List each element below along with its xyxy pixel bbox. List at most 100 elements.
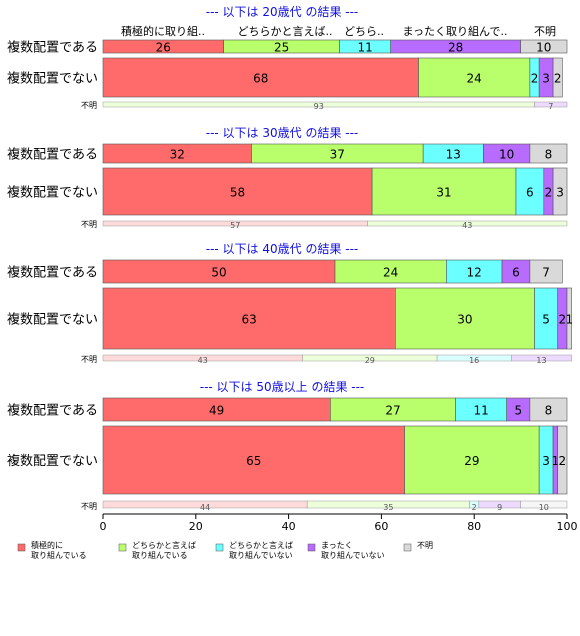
legend-label: 取り組んでいる: [31, 550, 87, 560]
data-label: 11: [358, 41, 373, 55]
data-label: 1: [565, 313, 573, 327]
data-label: 5: [542, 313, 550, 327]
row-label: 複数配置でない: [7, 312, 98, 328]
row-label: 複数配置でない: [7, 453, 98, 469]
data-label: 10: [499, 148, 514, 162]
header-label-1: どちらかと言えば..: [238, 25, 333, 38]
data-label: 25: [274, 41, 289, 55]
data-label: 13: [446, 148, 461, 162]
data-label: 8: [545, 404, 553, 418]
data-label: 11: [474, 404, 489, 418]
x-tick-label: 60: [374, 520, 388, 533]
data-label: 3: [542, 72, 550, 86]
bar-segment: [566, 287, 572, 350]
data-label: 5: [514, 404, 522, 418]
mini-row-label: 不明: [81, 220, 97, 229]
data-label: 7: [542, 266, 550, 280]
mini-data-label: 16: [469, 356, 479, 365]
x-tick-label: 20: [189, 520, 203, 533]
data-label: 2: [559, 313, 567, 327]
bar-segment: [529, 259, 563, 284]
bar-segment: [102, 167, 373, 216]
data-label: 3: [542, 454, 550, 468]
header-label-2: どちら..: [344, 25, 384, 38]
data-label: 28: [448, 41, 463, 55]
legend-label: 積極的に: [31, 540, 63, 550]
row-label: 複数配置でない: [7, 71, 98, 87]
bar-segment: [102, 287, 396, 350]
legend-label: 取り組んでいない: [229, 550, 293, 560]
bar-segment: [552, 167, 568, 216]
row-label: 複数配置である: [7, 147, 98, 163]
data-label: 65: [246, 454, 261, 468]
legend-swatch: [403, 543, 412, 552]
panel-title: --- 以下は 40歳代 の結果 ---: [206, 242, 359, 256]
mini-data-label: 29: [365, 356, 375, 365]
legend-swatch: [17, 543, 26, 552]
legend-label: どちらかと言えば: [132, 540, 196, 550]
data-label: 30: [457, 313, 472, 327]
x-tick-label: 40: [282, 520, 296, 533]
data-label: 31: [436, 186, 451, 200]
header-label-3: まったく取り組んで..: [402, 25, 507, 38]
data-label: 68: [253, 72, 268, 86]
data-label: 24: [383, 266, 398, 280]
x-tick-label: 100: [557, 520, 578, 533]
x-tick-label: 0: [100, 520, 107, 533]
legend-label: どちらかと言えば: [229, 540, 293, 550]
bar-segment: [529, 397, 568, 422]
row-label: 複数配置である: [7, 403, 98, 419]
legend-swatch: [307, 543, 316, 552]
row-label: 複数配置でない: [7, 185, 98, 201]
legend-label: 取り組んでいる: [132, 550, 188, 560]
bar-segment: [102, 425, 405, 495]
mini-data-label: 2: [472, 503, 477, 512]
data-label: 10: [536, 41, 551, 55]
data-label: 6: [526, 186, 534, 200]
mini-data-label: 43: [198, 356, 208, 365]
panel-title: --- 以下は 30歳代 の結果 ---: [206, 126, 359, 140]
data-label: 8: [545, 148, 553, 162]
x-tick-label: 80: [467, 520, 481, 533]
row-label: 複数配置である: [7, 265, 98, 281]
data-label: 27: [385, 404, 400, 418]
data-label: 37: [330, 148, 345, 162]
mini-row-label: 不明: [81, 101, 97, 110]
bar-segment: [520, 39, 568, 54]
data-label: 32: [170, 148, 185, 162]
mini-data-label: 9: [497, 503, 502, 512]
mini-data-label: 13: [536, 356, 546, 365]
bar-segment: [102, 57, 419, 98]
mini-bar-segment: [511, 354, 572, 362]
legend-swatch: [215, 543, 224, 552]
legend-label: 取り組んでいない: [321, 550, 385, 560]
bar-segment: [552, 57, 563, 98]
mini-bar-segment: [520, 500, 568, 509]
data-label: 63: [242, 313, 257, 327]
panel-title: --- 以下は 50歳以上 の結果 ---: [200, 380, 365, 394]
mini-data-label: 43: [462, 221, 472, 230]
bar-segment: [529, 143, 568, 164]
mini-data-label: 7: [548, 102, 553, 111]
legend-label: 不明: [417, 541, 433, 550]
mini-bar-segment: [367, 220, 568, 227]
data-label: 6: [512, 266, 520, 280]
data-label: 26: [156, 41, 171, 55]
mini-data-label: 35: [383, 503, 393, 512]
header-label-0: 積極的に取り組..: [121, 24, 205, 38]
bar-segment: [557, 425, 568, 495]
data-label: 49: [209, 404, 224, 418]
data-label: 58: [230, 186, 245, 200]
mini-data-label: 93: [314, 102, 324, 111]
mini-row-label: 不明: [81, 502, 97, 511]
legend-label: まったく: [321, 541, 353, 550]
data-label: 2: [545, 186, 553, 200]
legend-swatch: [118, 543, 127, 552]
data-label: 2: [559, 454, 567, 468]
mini-data-label: 10: [539, 503, 549, 512]
data-label: 1: [552, 454, 560, 468]
row-label: 複数配置である: [7, 40, 98, 56]
mini-bar-segment: [534, 101, 568, 108]
data-label: 29: [464, 454, 479, 468]
